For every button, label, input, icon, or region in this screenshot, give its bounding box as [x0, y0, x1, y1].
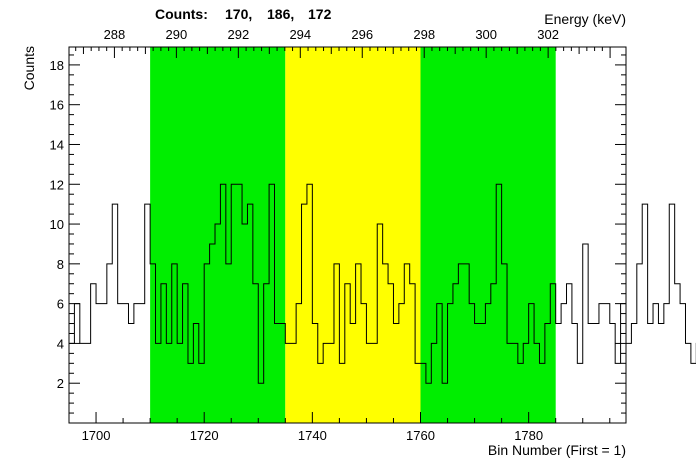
y-tick-label: 8 — [57, 257, 64, 272]
x-axis-title: Bin Number (First = 1) — [488, 442, 626, 458]
y-axis: 2 4 6 8 10 12 14 16 18 — [50, 54, 626, 414]
y-tick-label: 4 — [57, 336, 64, 351]
energy-tick-label: 288 — [104, 27, 126, 42]
energy-tick-label: 290 — [166, 27, 188, 42]
region-band-2 — [285, 47, 421, 423]
histogram-line — [69, 183, 696, 384]
counts-value-1: 170, — [225, 6, 252, 22]
energy-tick-label: 292 — [227, 27, 249, 42]
y-tick-label: 18 — [50, 58, 64, 73]
y-tick-label: 10 — [50, 217, 64, 232]
y-tick-label: 2 — [57, 376, 64, 391]
counts-label: Counts: — [155, 6, 208, 22]
energy-tick-label: 298 — [413, 27, 435, 42]
y-tick-label: 6 — [57, 297, 64, 312]
region-band-3 — [420, 47, 556, 423]
plot-frame — [68, 46, 627, 424]
y-tick-label: 16 — [50, 98, 64, 113]
x-tick-label: 1760 — [406, 428, 435, 443]
x-tick-label: 1740 — [298, 428, 327, 443]
y-axis-title: Counts — [21, 46, 37, 90]
counts-value-2: 186, — [267, 6, 294, 22]
energy-tick-label: 294 — [289, 27, 311, 42]
x-axis: 1700 1720 1740 1760 1780 — [68, 412, 611, 443]
region-band-1 — [150, 47, 286, 423]
energy-axis: 288 290 292 294 296 298 300 302 — [75, 27, 611, 58]
x-tick-label: 1780 — [514, 428, 543, 443]
x-tick-label: 1700 — [82, 428, 111, 443]
counts-value-3: 172 — [308, 6, 332, 22]
y-tick-label: 12 — [50, 177, 64, 192]
energy-tick-label: 302 — [537, 27, 559, 42]
region-bands — [150, 47, 556, 423]
y-tick-label: 14 — [50, 137, 64, 152]
x-tick-label: 1720 — [190, 428, 219, 443]
energy-tick-label: 296 — [351, 27, 373, 42]
x2-axis-title: Energy (keV) — [544, 11, 626, 27]
energy-tick-label: 300 — [475, 27, 497, 42]
